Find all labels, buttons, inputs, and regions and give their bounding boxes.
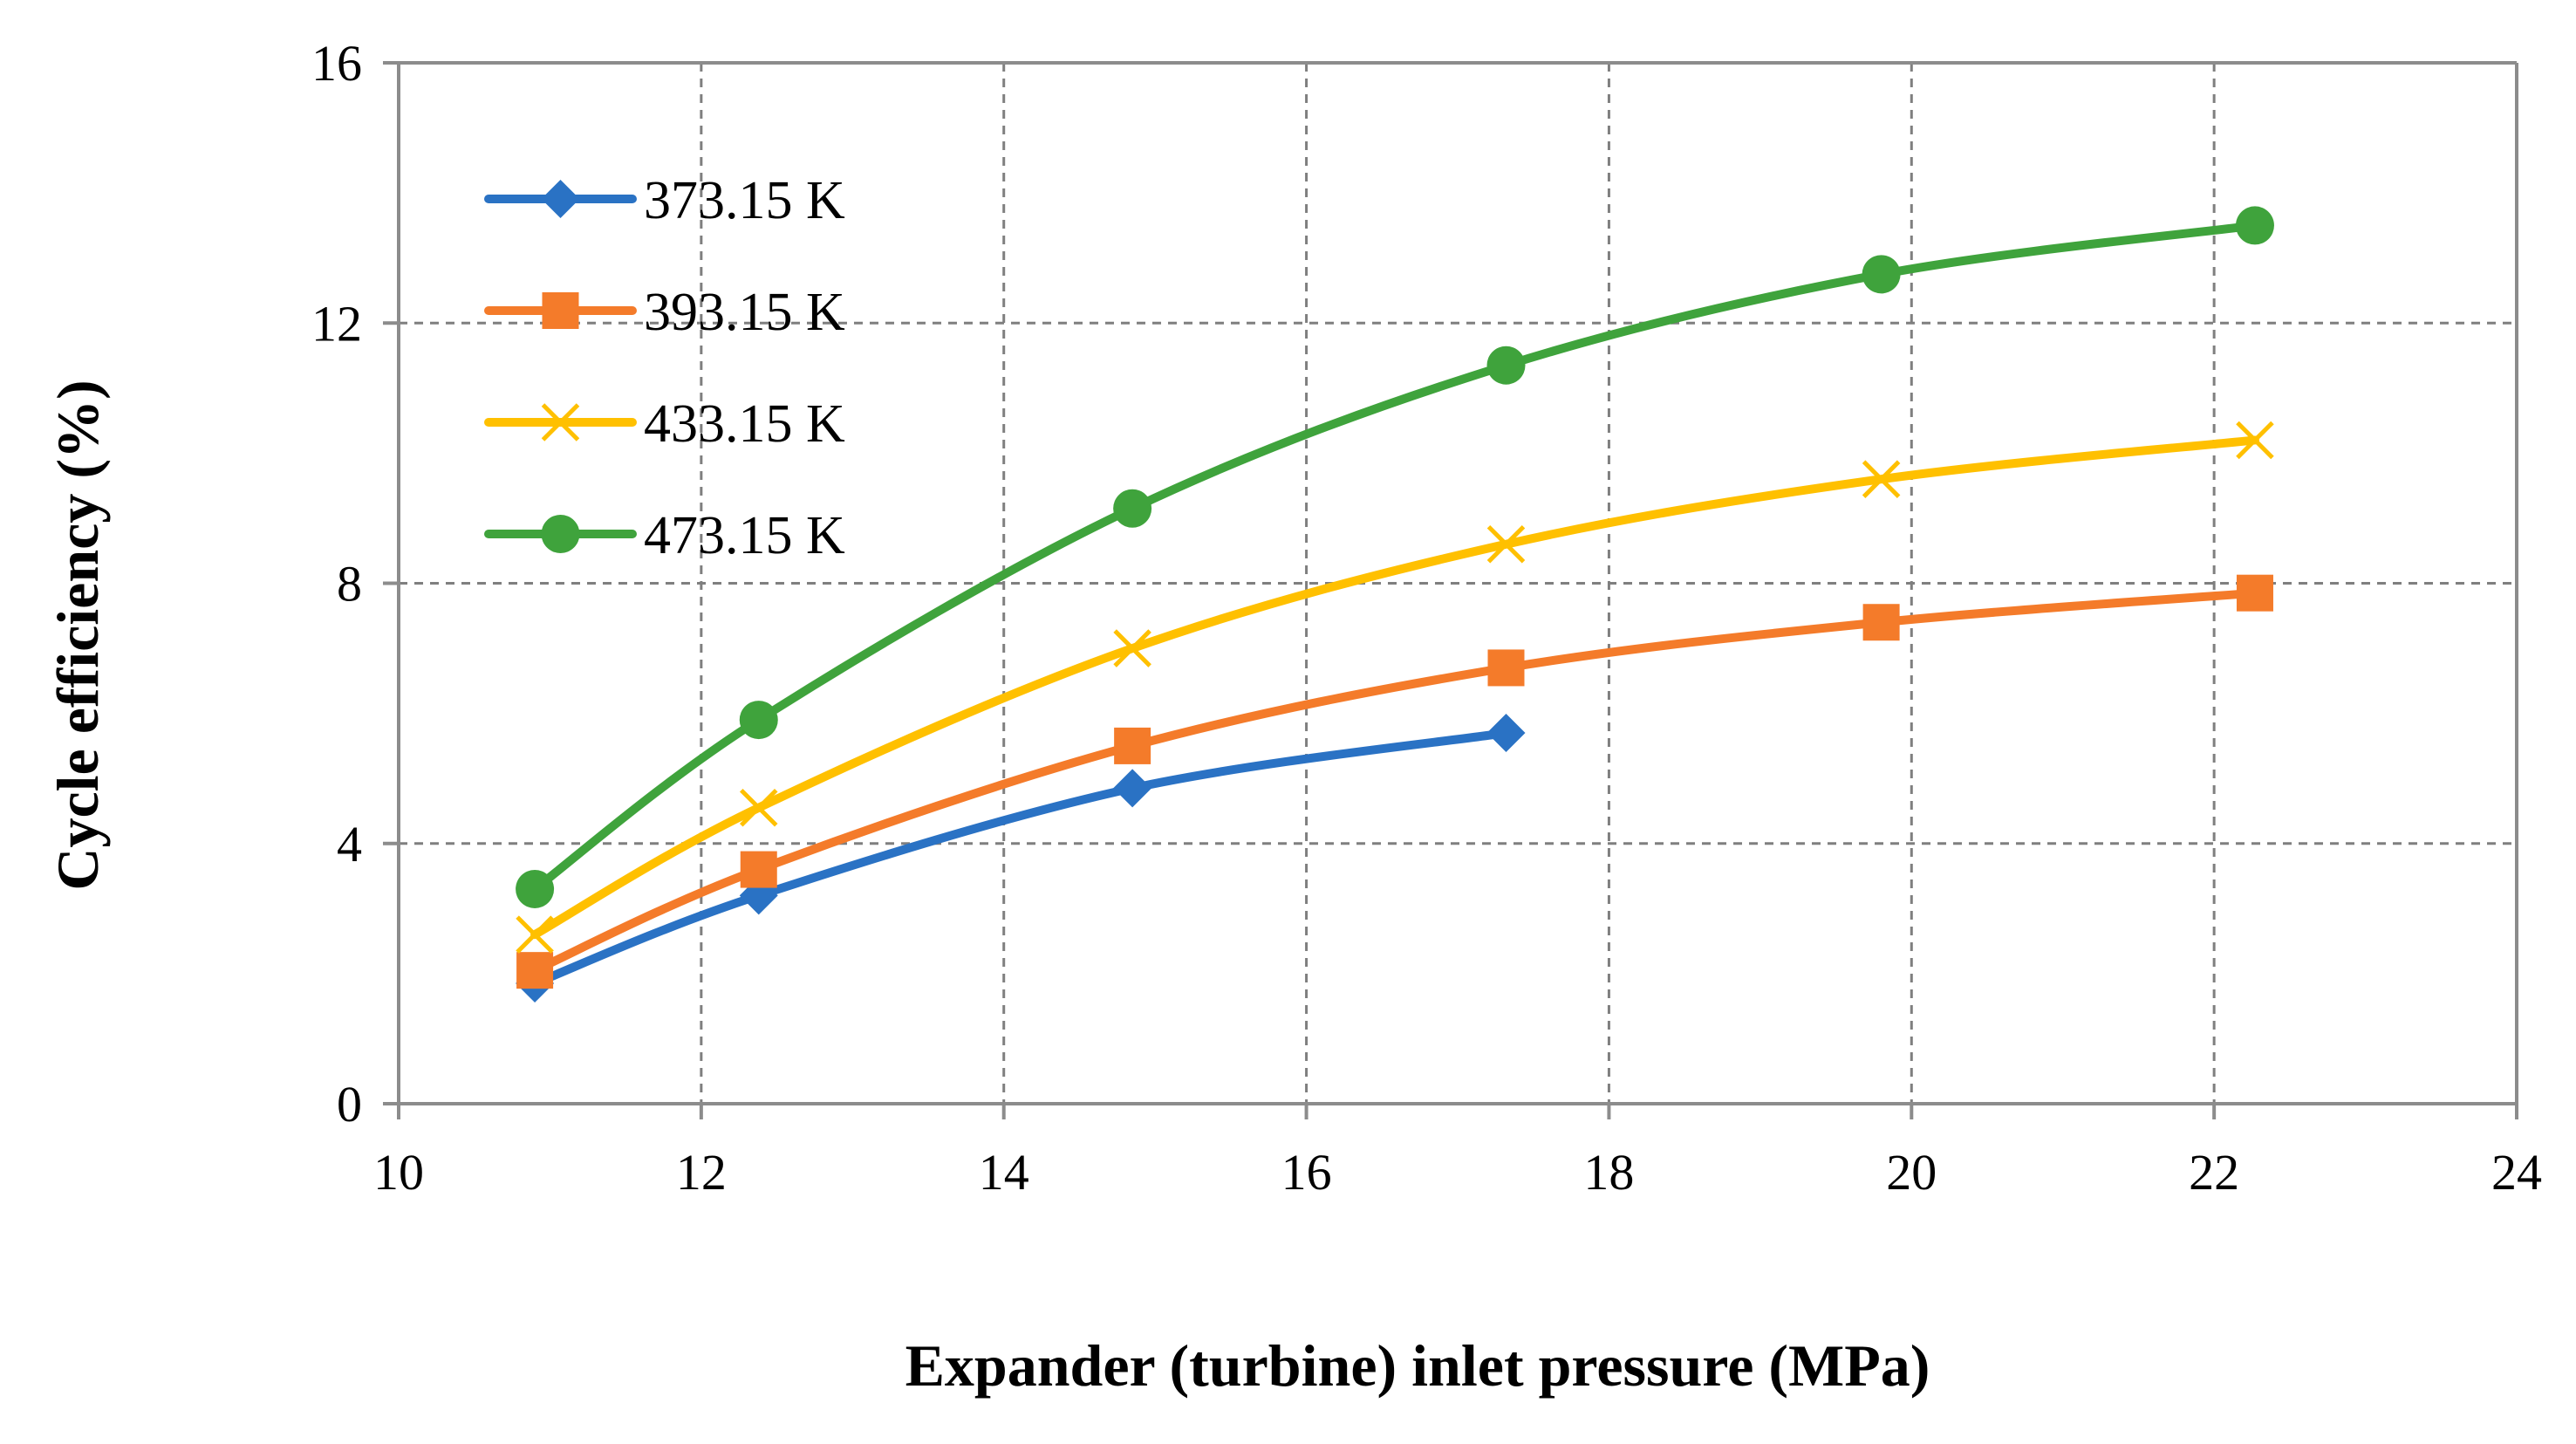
gridlines [399, 63, 2517, 1104]
data-point-s2-p1-stroke [739, 788, 778, 827]
x-tick-label: 18 [1583, 1144, 1634, 1201]
legend-label: 393.15 K [644, 283, 845, 342]
y-tick-label: 0 [337, 1076, 362, 1133]
data-point-s2-p3 [1486, 524, 1526, 564]
data-point-s2-p4 [1862, 460, 1901, 498]
x-tick-label: 24 [2491, 1144, 2542, 1201]
y-tick-label: 4 [337, 816, 362, 873]
legend-item: 433.15 K [484, 394, 845, 454]
data-point-s0-p2 [1113, 769, 1152, 808]
legend-item: 393.15 K [484, 283, 845, 342]
legend-label: 433.15 K [644, 394, 845, 454]
y-tick-label: 8 [337, 556, 362, 613]
legend-marker [541, 515, 580, 553]
data-point-s1-p1 [740, 851, 777, 888]
data-point-s2-p4-stroke [1862, 460, 1901, 498]
legend-marker [541, 180, 580, 218]
x-tick-label: 20 [1886, 1144, 1937, 1201]
data-point-s1-p3 [1487, 649, 1525, 687]
x-tick-label: 16 [1281, 1144, 1332, 1201]
x-tick-label: 22 [2189, 1144, 2239, 1201]
tick-labels: 10 12 14 16 18 20 22 24 0 4 8 12 16 [311, 35, 2542, 1201]
data-point-s2-p2 [1113, 629, 1151, 667]
data-point-s3-p5 [2235, 206, 2274, 245]
legend-item: 473.15 K [484, 506, 845, 565]
data-point-s3-p1 [739, 701, 778, 740]
legend-label: 373.15 K [644, 171, 845, 230]
series-line-0 [530, 728, 1511, 989]
y-tick-label: 12 [311, 295, 362, 352]
data-point-s3-p4 [1862, 255, 1901, 294]
data-point-s1-p5 [2236, 574, 2273, 612]
legend-marker-stroke [541, 403, 580, 441]
legend: 373.15 K 393.15 K 433.15 K 473.15 K [484, 171, 845, 565]
y-axis-title: Cycle efficiency (%) [44, 380, 111, 890]
x-axis-title: Expander (turbine) inlet pressure (MPa) [905, 1332, 1930, 1399]
series-markers [516, 206, 2274, 1003]
data-point-s3-p0 [516, 869, 555, 908]
data-point-s2-p0-stroke [516, 915, 554, 954]
legend-marker [541, 403, 580, 441]
x-tick-label: 14 [979, 1144, 1029, 1201]
y-tick-label: 16 [311, 35, 362, 92]
data-point-s2-p0 [516, 915, 554, 954]
x-tick-label: 12 [676, 1144, 727, 1201]
data-point-s2-p2-stroke [1113, 629, 1151, 667]
data-point-s2-p3-stroke [1486, 524, 1526, 564]
data-point-s1-p0 [516, 952, 554, 989]
axes [383, 61, 2518, 1119]
data-point-s3-p2 [1113, 489, 1152, 528]
data-point-s3-p3 [1486, 346, 1526, 385]
data-point-s1-p2 [1114, 727, 1151, 764]
legend-item: 373.15 K [484, 171, 845, 230]
data-point-s1-p4 [1862, 604, 1900, 641]
data-point-s2-p5-stroke [2236, 421, 2274, 460]
data-point-s2-p1 [739, 788, 778, 827]
legend-marker [542, 292, 579, 329]
data-point-s0-p3 [1486, 713, 1526, 752]
legend-label: 473.15 K [644, 506, 845, 565]
data-point-s2-p5 [2236, 421, 2274, 460]
x-tick-label: 10 [373, 1144, 424, 1201]
